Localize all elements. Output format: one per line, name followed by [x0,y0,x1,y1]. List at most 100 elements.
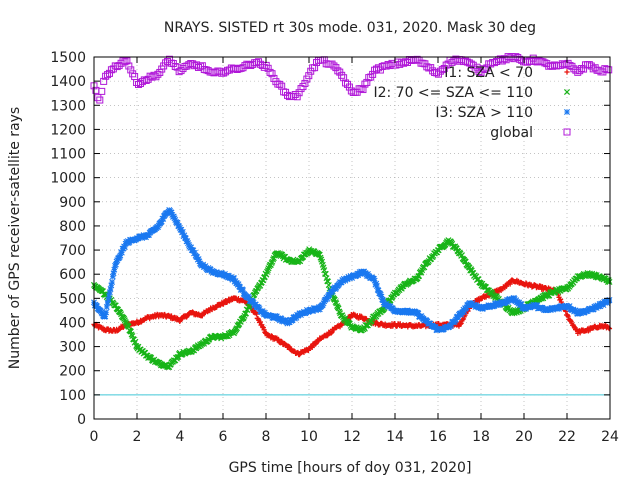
data-point [104,71,112,79]
data-point [119,57,127,65]
grid [94,57,610,419]
data-point [379,297,386,304]
data-point [305,72,313,80]
data-point [604,300,611,306]
data-point [568,62,576,70]
data-point [168,209,175,216]
data-point [458,311,465,318]
data-point [123,57,131,65]
data-point [311,64,319,72]
data-point [256,305,263,312]
data-point [103,309,110,316]
data-point [316,306,323,313]
data-point [557,296,564,302]
data-point [342,277,349,284]
data-point [94,303,100,310]
data-point [117,252,124,259]
data-point [181,232,188,239]
data-point [329,288,336,295]
y-tick-label: 700 [59,243,86,259]
data-point [539,58,547,66]
data-point [423,63,431,71]
data-point [105,69,113,77]
data-point [375,287,382,294]
x-tick-label: 4 [176,429,185,445]
data-point [115,62,123,70]
data-point [289,92,297,100]
data-point [580,65,588,73]
data-point [371,277,378,284]
data-point [104,300,111,307]
data-point [170,213,177,220]
data-point [576,67,584,75]
data-point [112,261,119,268]
data-point [100,77,108,85]
data-point [370,275,377,282]
legend-marker-0 [564,69,570,75]
data-point [293,93,301,101]
y-tick-label: 800 [59,219,86,235]
data-point [264,268,271,275]
y-axis-title: Number of GPS receiver-satellite rays [7,107,23,369]
data-point [257,319,263,325]
data-point [182,235,189,242]
data-point [498,57,506,65]
data-point [359,86,367,94]
data-point [361,80,369,88]
data-point [268,70,276,78]
data-point [415,310,422,317]
data-point [125,62,133,70]
data-point [297,85,305,93]
data-point [479,65,487,73]
legend-marker-3 [563,128,571,136]
x-tick-label: 20 [515,429,533,445]
x-tick-label: 6 [219,429,228,445]
data-point [317,254,324,261]
data-point [400,59,408,67]
data-point [177,67,185,75]
data-point [457,321,464,327]
data-point [369,70,377,78]
data-point [315,338,321,344]
data-point [264,267,271,274]
data-point [377,291,384,298]
data-point [102,313,109,320]
data-point [171,63,179,71]
series-2 [91,206,613,334]
data-point [109,273,116,280]
data-point [188,244,195,251]
data-point [606,326,613,332]
data-point [152,73,160,81]
data-point [345,83,353,91]
data-point [276,80,284,88]
data-point [461,308,468,315]
data-point [202,263,209,270]
data-point [158,218,165,225]
x-tick-label: 18 [472,429,490,445]
data-point [140,76,148,84]
data-point [275,336,281,342]
data-point [127,66,135,74]
data-point [230,275,237,282]
x-tick-label: 0 [90,429,99,445]
data-point [565,313,571,319]
legend-marker-2 [564,109,570,115]
data-point [110,270,117,277]
data-point [364,270,371,277]
data-point [176,223,183,230]
data-point [99,310,106,317]
data-point [128,331,135,338]
data-point [174,219,181,226]
legend: I1: SZA < 70 I2: 70 <= SZA <= 110 I3: SZA … [373,65,571,141]
data-point [481,65,489,73]
y-tick-label: 1300 [50,98,86,114]
data-point [363,78,371,86]
data-point [309,344,315,351]
data-point [328,60,336,68]
data-point [245,304,253,311]
y-tick-label: 100 [59,388,86,404]
data-point [322,296,329,303]
data-point [264,64,272,72]
data-point [160,215,167,222]
data-point [338,71,346,79]
